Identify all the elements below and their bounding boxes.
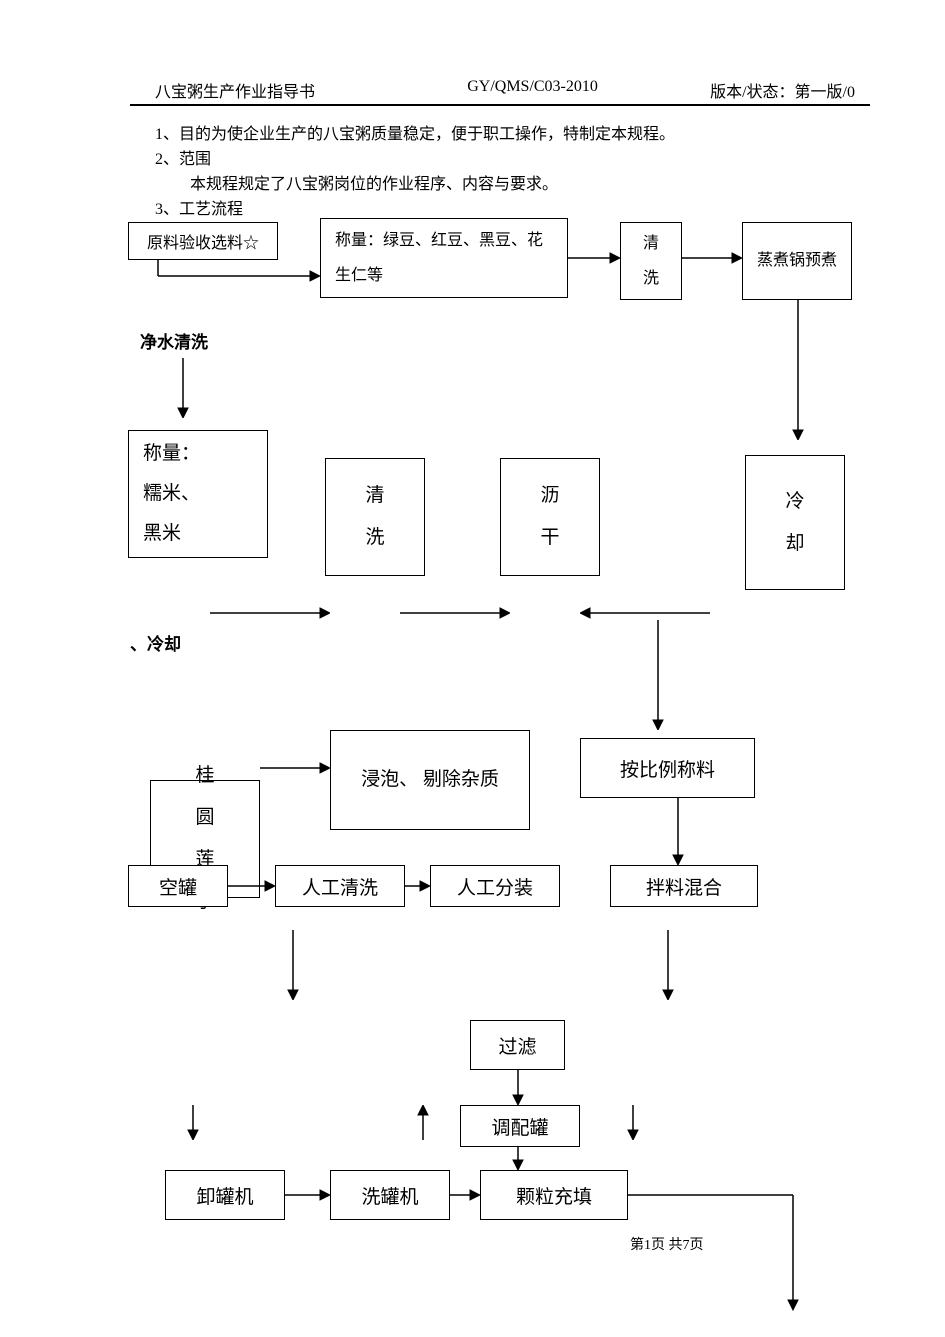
node-wash1-text: 清洗 [643,226,659,296]
node-drain-text: 沥干 [540,475,559,559]
node-blend-tank: 调配罐 [460,1105,580,1147]
doc-header: 八宝粥生产作业指导书 GY/QMS/C03-2010 版本/状态：第一版/0 [155,78,855,102]
arrow-mix-down [660,930,676,1000]
arrow-down-a [185,1105,201,1140]
arrow-filter-to-blend [510,1070,526,1105]
arrow-rice-to-wash2 [210,605,330,621]
node-cool: 冷却 [745,455,845,590]
arrow-raw-to-weigh [128,258,320,288]
node-empty-can: 空罐 [128,865,228,907]
arrow-up-b [415,1105,431,1140]
arrow-cool-to-drain [580,605,710,621]
node-raw-check: 原料验收选料☆ [128,222,278,260]
doc-version: 版本/状态：第一版/0 [710,78,855,102]
node-manual-pack: 人工分装 [430,865,560,907]
node-fill: 颗粒充填 [480,1170,628,1220]
arrow-unload-to-washcan [285,1187,330,1203]
node-weigh-beans: 称量：绿豆、红豆、黑豆、花生仁等 [320,218,568,298]
arrow-blend-to-fill [510,1147,526,1170]
para-2b: 本规程规定了八宝粥岗位的作业程序、内容与要求。 [190,172,558,198]
arrow-precook-to-cool [790,300,806,440]
label-clean-water: 净水清洗 [140,328,208,353]
node-manual-wash: 人工清洗 [275,865,405,907]
page: 八宝粥生产作业指导书 GY/QMS/C03-2010 版本/状态：第一版/0 1… [0,0,945,1337]
node-soak: 浸泡、 剔除杂质 [330,730,530,830]
arrow-weigh-to-wash1 [568,250,620,266]
node-weigh-rice: 称量：糯米、黑米 [128,430,268,558]
arrow-longan-to-soak [260,760,330,776]
arrow-mwash-down [285,930,301,1000]
node-ratio: 按比例称料 [580,738,755,798]
arrow-mwash-to-mpack [405,878,430,894]
node-wash2: 清洗 [325,458,425,576]
arrow-down-c [625,1105,641,1140]
para-3: 3、工艺流程 [155,197,243,223]
node-mix: 拌料混合 [610,865,758,907]
label-cool2: 、冷却 [130,630,181,655]
header-underline [130,104,870,106]
arrow-can-to-mwash [228,878,275,894]
node-weigh-rice-text: 称量：糯米、黑米 [143,434,200,554]
para-1: 1、目的为使企业生产的八宝粥质量稳定，便于职工操作，特制定本规程。 [155,122,675,148]
arrow-wash1-to-precook [682,250,742,266]
node-unload: 卸罐机 [165,1170,285,1220]
arrow-ratio-to-mix [670,798,686,865]
page-footer: 第1页 共7页 [630,1234,704,1254]
node-precook: 蒸煮锅预煮 [742,222,852,300]
arrow-drain-to-ratio [650,620,666,730]
para-2a: 2、范围 [155,147,211,173]
node-cool-text: 冷却 [785,481,804,565]
arrow-wash2-to-drain [400,605,510,621]
node-wash-can: 洗罐机 [330,1170,450,1220]
node-drain: 沥干 [500,458,600,576]
node-wash2-text: 清洗 [365,475,384,559]
node-filter: 过滤 [470,1020,565,1070]
arrow-cleanwater-down [175,358,191,418]
doc-code: GY/QMS/C03-2010 [467,78,598,102]
doc-title: 八宝粥生产作业指导书 [155,78,315,102]
arrow-washcan-to-fill [450,1187,480,1203]
node-wash1: 清洗 [620,222,682,300]
